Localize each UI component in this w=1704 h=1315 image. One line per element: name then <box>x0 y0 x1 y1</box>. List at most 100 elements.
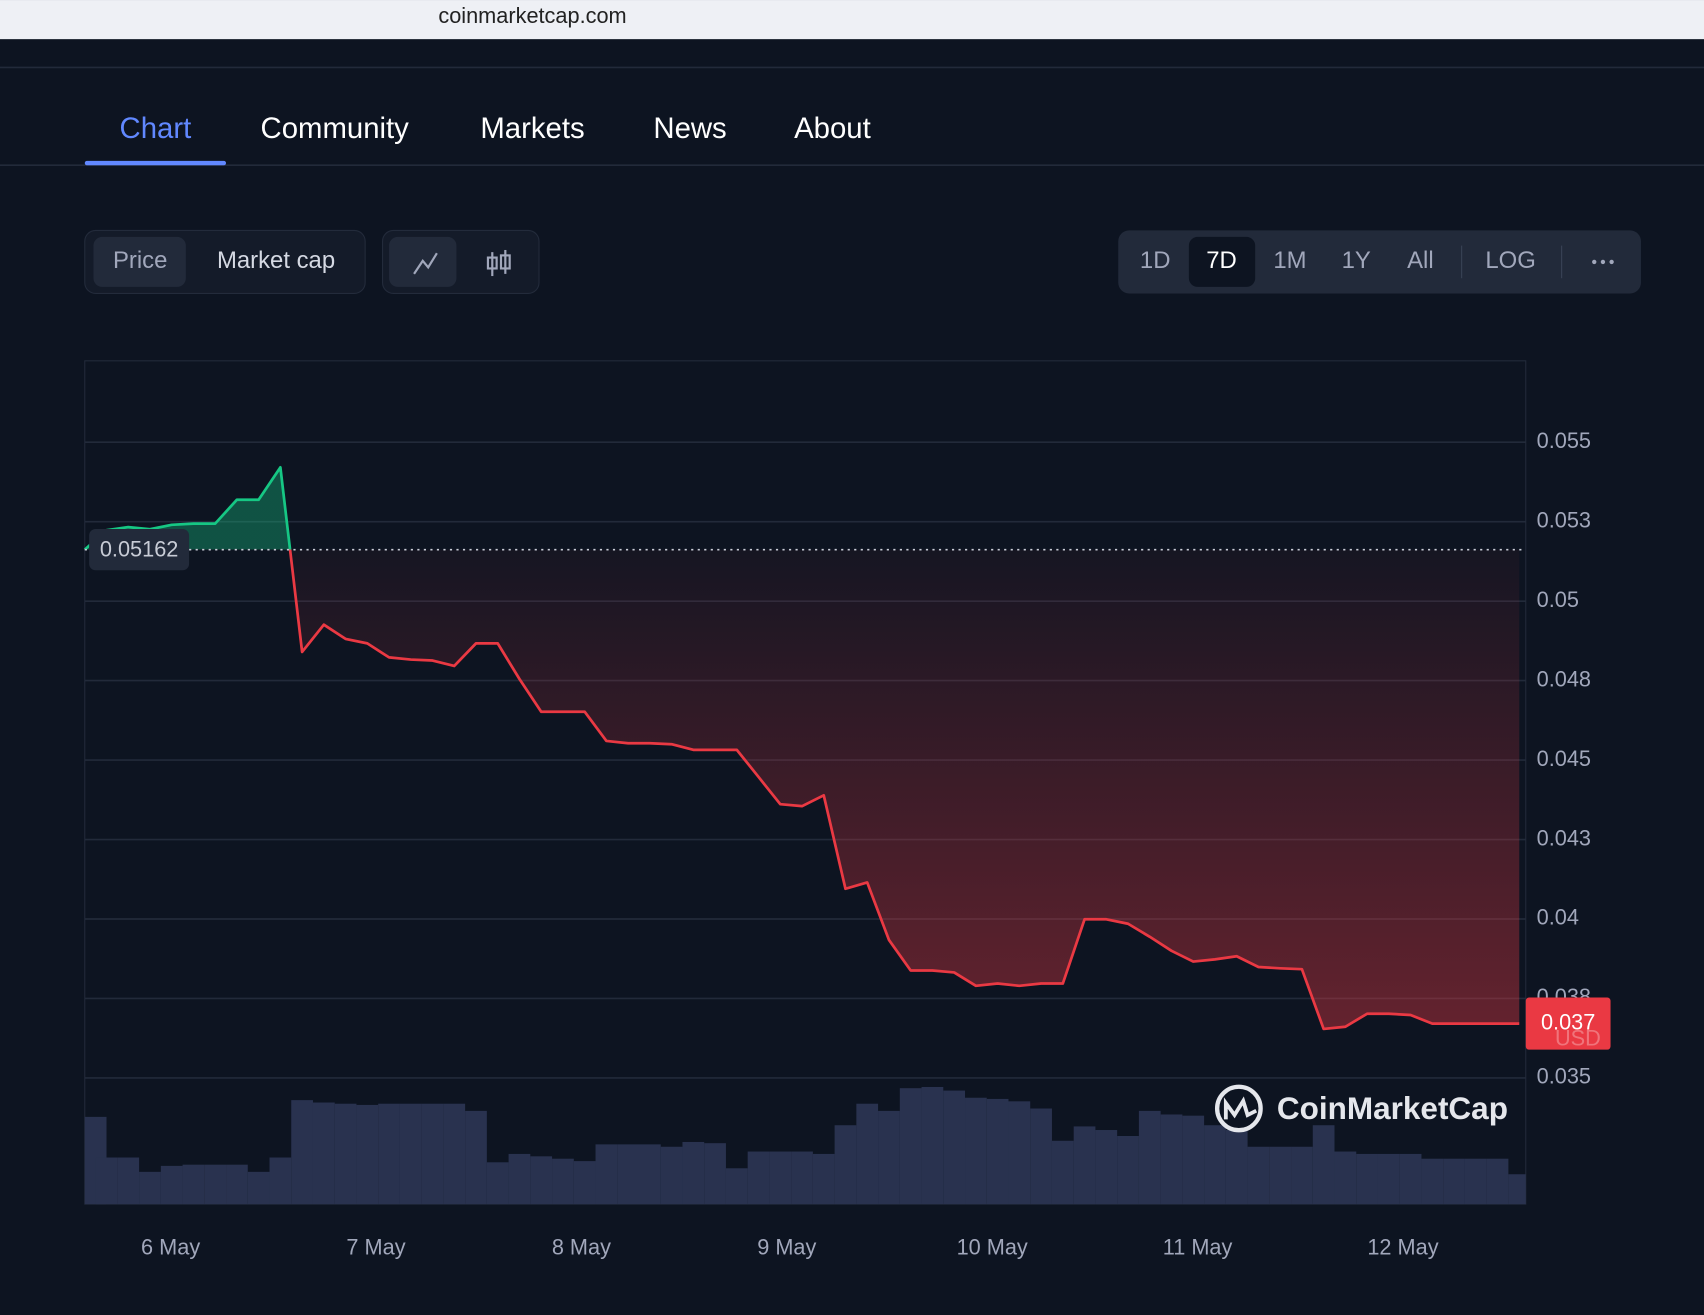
volume-bar <box>1377 1153 1400 1205</box>
volume-bar <box>617 1144 639 1205</box>
more-button[interactable] <box>1592 259 1614 265</box>
volume-bar <box>1138 1110 1161 1205</box>
timeframe[interactable]: 1Y <box>1342 247 1371 274</box>
volume-bar <box>856 1103 879 1205</box>
volume-bar <box>465 1110 487 1205</box>
volume-bar <box>1421 1158 1444 1205</box>
volume-bar <box>1117 1135 1139 1205</box>
y-tick-label: 0.04 <box>1537 905 1579 930</box>
tab-underline <box>84 160 227 166</box>
volume-bar <box>1095 1130 1118 1205</box>
tab[interactable]: Community <box>261 112 410 145</box>
volume-bar <box>1312 1125 1335 1205</box>
volume-bar <box>312 1102 335 1205</box>
metric-option[interactable]: Price <box>113 247 167 274</box>
tab[interactable]: About <box>794 112 871 145</box>
volume-bar <box>986 1098 1009 1205</box>
tab[interactable]: Markets <box>480 112 584 145</box>
last-price-box <box>1525 997 1611 1050</box>
line-icon <box>413 252 438 275</box>
volume-bar <box>682 1141 705 1205</box>
volume-bar <box>1356 1153 1378 1205</box>
volume-bar <box>704 1143 726 1205</box>
volume-bar <box>421 1103 444 1205</box>
timeframe[interactable]: 7D <box>1206 247 1237 274</box>
volume-bar <box>399 1103 422 1205</box>
volume-bar <box>899 1088 922 1205</box>
volume-bar <box>1204 1125 1226 1205</box>
volume-bar <box>639 1144 661 1205</box>
volume-bar <box>1399 1153 1422 1205</box>
volume-bar <box>965 1097 987 1205</box>
volume-bar <box>160 1165 183 1205</box>
volume-bar <box>247 1171 270 1205</box>
volume-bar <box>1247 1146 1270 1205</box>
url[interactable]: coinmarketcap.com <box>438 3 626 28</box>
y-tick-label: 0.035 <box>1537 1064 1591 1089</box>
volume-bar <box>1073 1126 1096 1205</box>
timeframe[interactable]: 1M <box>1273 247 1306 274</box>
volume-bar <box>747 1151 770 1205</box>
y-tick-label: 0.053 <box>1537 507 1591 532</box>
volume-bar <box>660 1146 683 1205</box>
currency-label: USD <box>1555 1026 1601 1051</box>
y-tick-label: 0.05 <box>1537 587 1579 612</box>
candle-icon[interactable] <box>486 249 511 277</box>
volume-bar <box>1464 1158 1487 1205</box>
active-pill <box>1188 236 1256 287</box>
y-tick-label: 0.043 <box>1537 825 1591 850</box>
volume-bar <box>182 1164 205 1205</box>
volume-bar <box>921 1086 944 1205</box>
y-tick-label: 0.048 <box>1537 666 1591 691</box>
y-tick-label: 0.055 <box>1537 428 1591 453</box>
volume-bar <box>139 1171 161 1205</box>
volume-bar <box>530 1156 553 1205</box>
volume-bar <box>1160 1114 1183 1205</box>
volume-bar <box>486 1162 509 1205</box>
volume-bar <box>291 1100 313 1205</box>
volume-bar <box>573 1161 596 1205</box>
volume-bar <box>791 1151 813 1205</box>
last-price-label: 0.037 <box>1541 1009 1595 1034</box>
timeframe[interactable]: 1D <box>1140 247 1171 274</box>
volume-bar <box>725 1168 748 1205</box>
volume-bar <box>204 1164 227 1205</box>
timeframe[interactable]: All <box>1407 247 1434 274</box>
volume-bar <box>552 1158 574 1205</box>
x-tick-label: 9 May <box>757 1234 816 1259</box>
volume-bar <box>1182 1115 1205 1205</box>
x-tick-label: 8 May <box>552 1234 611 1259</box>
x-tick-label: 10 May <box>957 1234 1028 1259</box>
volume-bar <box>1008 1101 1031 1205</box>
volume-bar <box>1291 1146 1313 1205</box>
tab[interactable]: News <box>653 112 726 145</box>
price-line <box>83 465 1520 1031</box>
volume-bar <box>595 1144 618 1205</box>
volume-bar <box>1486 1158 1509 1205</box>
volume-bar <box>1030 1108 1052 1205</box>
x-tick-label: 12 May <box>1367 1234 1438 1259</box>
volume-bar <box>378 1103 400 1205</box>
volume-bar <box>443 1103 466 1205</box>
tab[interactable]: Chart <box>120 112 192 145</box>
reference-label: 0.05162 <box>100 536 179 561</box>
volume-bar <box>226 1164 248 1205</box>
watermark-logo <box>1223 1096 1258 1120</box>
metric-option[interactable]: Market cap <box>217 247 335 274</box>
volume-bar <box>1225 1130 1248 1205</box>
volume-bar <box>1051 1140 1074 1205</box>
x-tick-label: 11 May <box>1163 1234 1233 1259</box>
volume-bar <box>269 1157 292 1205</box>
volume-bar <box>943 1090 966 1205</box>
volume-bar <box>508 1153 531 1205</box>
volume-bar <box>769 1151 792 1205</box>
log-button[interactable]: LOG <box>1485 247 1535 274</box>
reference-label-box <box>89 528 190 571</box>
volume-bar <box>1269 1146 1292 1205</box>
browser-bar <box>0 0 1704 40</box>
volume-bar <box>878 1110 900 1205</box>
volume-bar <box>1508 1174 1526 1205</box>
volume-bar <box>117 1157 140 1205</box>
volume-bar <box>95 1157 118 1205</box>
